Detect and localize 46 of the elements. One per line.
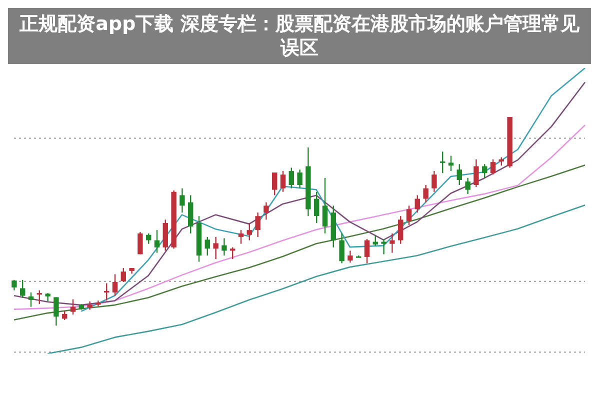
candlestick: [255, 212, 260, 238]
candlestick: [490, 158, 496, 176]
candlestick: [238, 229, 244, 244]
candlestick: [390, 232, 395, 254]
candlestick: [20, 279, 26, 298]
candlestick: [104, 282, 110, 302]
candlestick: [414, 194, 420, 214]
candlestick: [432, 170, 437, 192]
candlestick: [398, 215, 404, 244]
candlestick: [482, 164, 488, 179]
candlestick: [474, 158, 479, 188]
candlestick: [448, 155, 454, 172]
candlestick: [36, 290, 42, 305]
candlestick: [280, 170, 286, 192]
candlestick: [423, 184, 428, 203]
candlestick: [272, 172, 278, 196]
candlestick: [465, 177, 470, 195]
candlestick: [246, 222, 252, 241]
candlestick: [348, 250, 353, 264]
candlestick: [213, 236, 218, 260]
candlestick: [264, 202, 269, 220]
candlestick: [314, 191, 320, 224]
candlestick: [222, 238, 227, 256]
candlestick: [204, 236, 210, 256]
candlestick: [154, 229, 160, 254]
candlestick: [230, 246, 236, 260]
candlestick: [146, 232, 152, 244]
candlestick: [372, 234, 378, 247]
candlestick: [180, 188, 185, 214]
candlestick: [322, 177, 328, 234]
candlestick: [54, 296, 59, 326]
candlestick: [28, 292, 34, 308]
candlestick: [70, 298, 76, 316]
candlestick: [364, 238, 370, 264]
candlestick: [440, 151, 446, 174]
candlestick: [120, 267, 126, 283]
candlestick: [288, 167, 294, 189]
candlestick: [381, 238, 386, 255]
candlestick: [406, 205, 412, 226]
candlestick: [339, 232, 344, 264]
candlestick: [456, 164, 462, 186]
candlestick: [12, 279, 17, 291]
chart-title: 正规配资app下载 深度专栏：股票配资在港股市场的账户管理常见误区: [8, 8, 591, 64]
candlestick: [112, 274, 118, 296]
candlestick: [297, 168, 302, 189]
candlestick: [138, 231, 143, 255]
